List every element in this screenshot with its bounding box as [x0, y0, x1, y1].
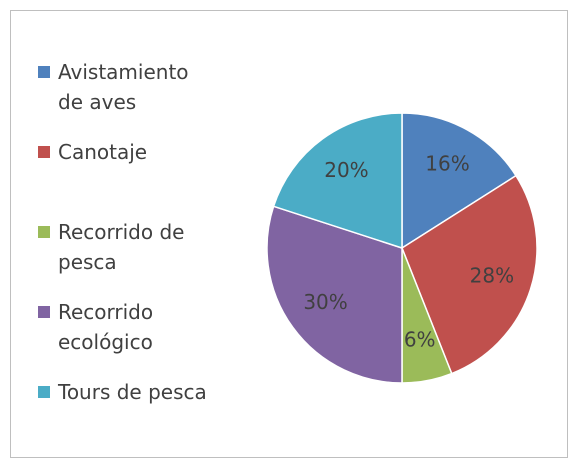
data-label: 6% — [404, 327, 436, 351]
data-label: 20% — [324, 158, 368, 182]
legend-label: Canotaje — [58, 140, 148, 164]
pie-slice — [272, 112, 403, 250]
legend-swatch — [38, 386, 50, 398]
data-label: 28% — [470, 264, 514, 288]
legend-item: Recorrido de pesca — [38, 217, 208, 297]
legend-item: Avistamiento de aves — [38, 57, 208, 137]
legend-item: Recorrido ecológico — [38, 297, 208, 377]
legend-swatch — [38, 226, 50, 238]
legend-swatch — [38, 146, 50, 158]
pie-slice — [266, 205, 403, 384]
data-label: 30% — [303, 290, 347, 314]
data-label: 16% — [425, 152, 469, 176]
legend-label: Recorrido de pesca — [58, 220, 185, 274]
legend-label: Recorrido ecológico — [58, 300, 154, 354]
legend-label: Tours de pesca — [58, 380, 207, 404]
legend-swatch — [38, 306, 50, 318]
legend-label: Avistamiento de aves — [58, 60, 189, 114]
pie-slice — [401, 174, 538, 375]
legend-item: Tours de pesca — [38, 377, 208, 457]
pie-slice — [401, 112, 518, 250]
legend-item: Canotaje — [38, 137, 208, 217]
legend-swatch — [38, 66, 50, 78]
chart-frame — [10, 10, 568, 458]
